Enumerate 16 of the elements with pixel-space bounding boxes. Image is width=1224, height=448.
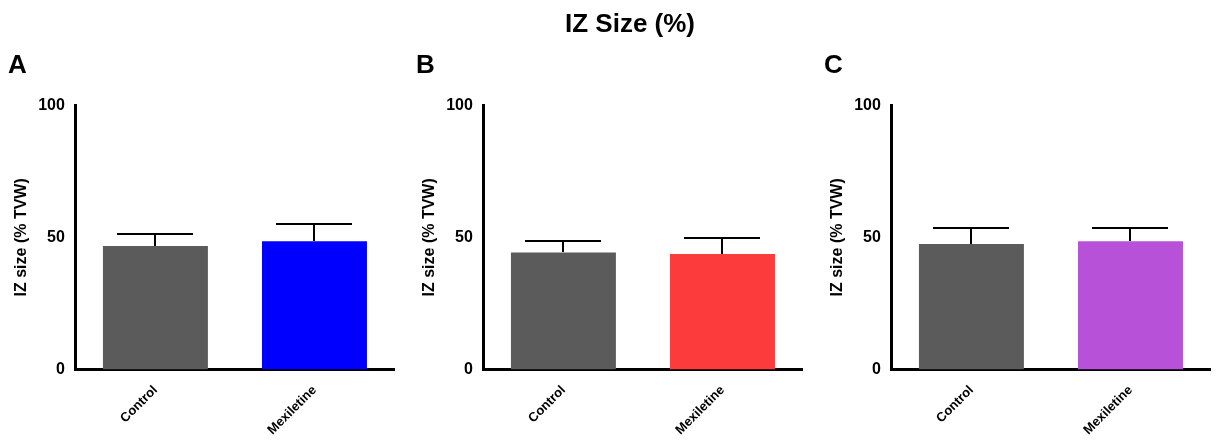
y-axis-title: IZ size (% TVW) [12,178,30,297]
y-tick-label: 0 [463,359,473,377]
y-tick-label: 0 [871,359,881,377]
y-tick-label: 100 [446,95,473,113]
chart-title: B [416,48,435,79]
text: IZ Size (%) [564,7,695,39]
y-axis-title: IZ size (% TVW) [420,178,438,297]
y-tick-label: 0 [55,359,65,377]
y-tick-label: 50 [455,227,473,245]
y-tick-label: 50 [47,227,65,245]
chart-title: A [8,48,27,79]
y-axis-title: IZ size (% TVW) [828,178,846,297]
y-tick-label: 100 [854,95,881,113]
y-tick-label: 100 [38,95,65,113]
y-tick-label: 50 [863,227,881,245]
chart-title: C [824,48,843,79]
